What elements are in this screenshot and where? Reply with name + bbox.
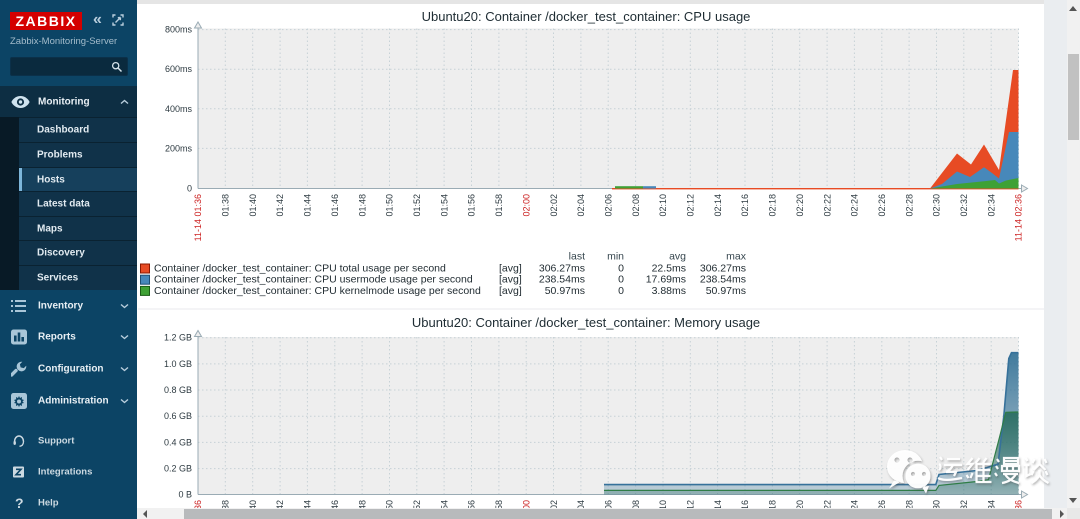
svg-text:1.2 GB: 1.2 GB [164,333,192,343]
svg-text:01:56: 01:56 [467,500,477,508]
svg-text:0.8 GB: 0.8 GB [164,385,192,395]
svg-text:avg: avg [669,251,686,263]
svg-text:min: min [607,251,624,263]
svg-text:02:00: 02:00 [521,500,531,508]
svg-text:Container /docker_test_contain: Container /docker_test_container: CPU us… [154,274,473,286]
svg-text:02:08: 02:08 [631,500,641,508]
svg-text:02:02: 02:02 [549,500,559,508]
svg-text:02:20: 02:20 [795,500,805,508]
svg-text:01:50: 01:50 [385,500,395,508]
svg-text:Ubuntu20: Container /docker_te: Ubuntu20: Container /docker_test_contain… [412,315,760,330]
svg-text:02:20: 02:20 [795,194,805,217]
svg-text:01:48: 01:48 [357,500,367,508]
svg-text:[avg]: [avg] [499,274,522,286]
svg-text:50.97ms: 50.97ms [545,285,585,297]
svg-text:01:52: 01:52 [412,194,422,217]
svg-text:02:12: 02:12 [686,194,696,217]
svg-text:01:38: 01:38 [221,194,231,217]
svg-text:01:56: 01:56 [467,194,477,217]
svg-text:17.69ms: 17.69ms [646,274,686,286]
svg-text:02:16: 02:16 [740,194,750,217]
svg-text:02:10: 02:10 [658,194,668,217]
svg-text:02:34: 02:34 [986,194,996,217]
svg-text:01:50: 01:50 [385,194,395,217]
svg-text:22.5ms: 22.5ms [652,263,686,275]
svg-text:02:30: 02:30 [932,500,942,508]
svg-text:last: last [569,251,585,263]
svg-text:01:58: 01:58 [494,500,504,508]
svg-text:02:34: 02:34 [986,500,996,508]
svg-text:11-14 01:36: 11-14 01:36 [193,194,203,241]
svg-text:200ms: 200ms [165,143,193,153]
svg-text:[avg]: [avg] [499,285,522,297]
svg-text:0.4 GB: 0.4 GB [164,437,192,447]
svg-text:02:14: 02:14 [713,194,723,217]
svg-text:[avg]: [avg] [499,263,522,275]
svg-text:800ms: 800ms [165,25,193,35]
svg-text:Container /docker_test_contain: Container /docker_test_container: CPU ke… [154,285,481,297]
svg-text:02:22: 02:22 [822,194,832,217]
svg-text:02:14: 02:14 [713,500,723,508]
svg-text:02:22: 02:22 [822,500,832,508]
svg-text:02:18: 02:18 [768,500,778,508]
svg-text:01:42: 01:42 [275,500,285,508]
svg-text:02:18: 02:18 [768,194,778,217]
svg-text:02:04: 02:04 [576,194,586,217]
svg-text:3.88ms: 3.88ms [652,285,686,297]
svg-text:max: max [726,251,747,263]
svg-text:0 B: 0 B [178,490,192,500]
svg-text:02:12: 02:12 [686,500,696,508]
svg-text:02:28: 02:28 [904,500,914,508]
svg-text:02:26: 02:26 [877,194,887,217]
svg-text:Container /docker_test_contain: Container /docker_test_container: CPU to… [154,263,446,275]
svg-text:0: 0 [187,184,192,194]
svg-text:0: 0 [618,285,624,297]
svg-text:02:08: 02:08 [631,194,641,217]
svg-text:01:42: 01:42 [275,194,285,217]
svg-text:02:26: 02:26 [877,500,887,508]
svg-text:01:40: 01:40 [248,194,258,217]
svg-text:02:06: 02:06 [604,500,614,508]
svg-text:02:32: 02:32 [959,500,969,508]
svg-text:02:32: 02:32 [959,194,969,217]
svg-text:306.27ms: 306.27ms [700,263,746,275]
svg-text:11-14 01:36: 11-14 01:36 [193,500,203,508]
svg-text:01:54: 01:54 [439,194,449,217]
svg-text:01:48: 01:48 [357,194,367,217]
svg-text:1.0 GB: 1.0 GB [164,359,192,369]
svg-text:238.54ms: 238.54ms [700,274,746,286]
svg-text:02:16: 02:16 [740,500,750,508]
svg-text:Ubuntu20: Container /docker_te: Ubuntu20: Container /docker_test_contain… [422,9,751,24]
svg-text:01:44: 01:44 [303,194,313,217]
svg-text:02:00: 02:00 [521,194,531,217]
svg-text:01:46: 01:46 [330,500,340,508]
svg-text:01:44: 01:44 [303,500,313,508]
svg-text:400ms: 400ms [165,104,193,114]
svg-text:02:28: 02:28 [904,194,914,217]
svg-text:02:24: 02:24 [850,194,860,217]
svg-text:11-14 02:36: 11-14 02:36 [1014,500,1024,508]
svg-text:02:10: 02:10 [658,500,668,508]
svg-text:02:30: 02:30 [932,194,942,217]
svg-text:01:46: 01:46 [330,194,340,217]
svg-text:01:38: 01:38 [221,500,231,508]
svg-text:02:24: 02:24 [850,500,860,508]
svg-text:01:58: 01:58 [494,194,504,217]
svg-text:02:04: 02:04 [576,500,586,508]
svg-text:0: 0 [618,263,624,275]
svg-text:01:52: 01:52 [412,500,422,508]
svg-text:600ms: 600ms [165,64,193,74]
svg-text:02:02: 02:02 [549,194,559,217]
svg-text:01:40: 01:40 [248,500,258,508]
svg-text:02:06: 02:06 [604,194,614,217]
svg-text:306.27ms: 306.27ms [539,263,585,275]
svg-text:50.97ms: 50.97ms [706,285,746,297]
svg-text:11-14 02:36: 11-14 02:36 [1014,194,1024,241]
svg-text:0: 0 [618,274,624,286]
svg-text:238.54ms: 238.54ms [539,274,585,286]
svg-text:01:54: 01:54 [439,500,449,508]
svg-text:0.6 GB: 0.6 GB [164,411,192,421]
svg-text:0.2 GB: 0.2 GB [164,464,192,474]
